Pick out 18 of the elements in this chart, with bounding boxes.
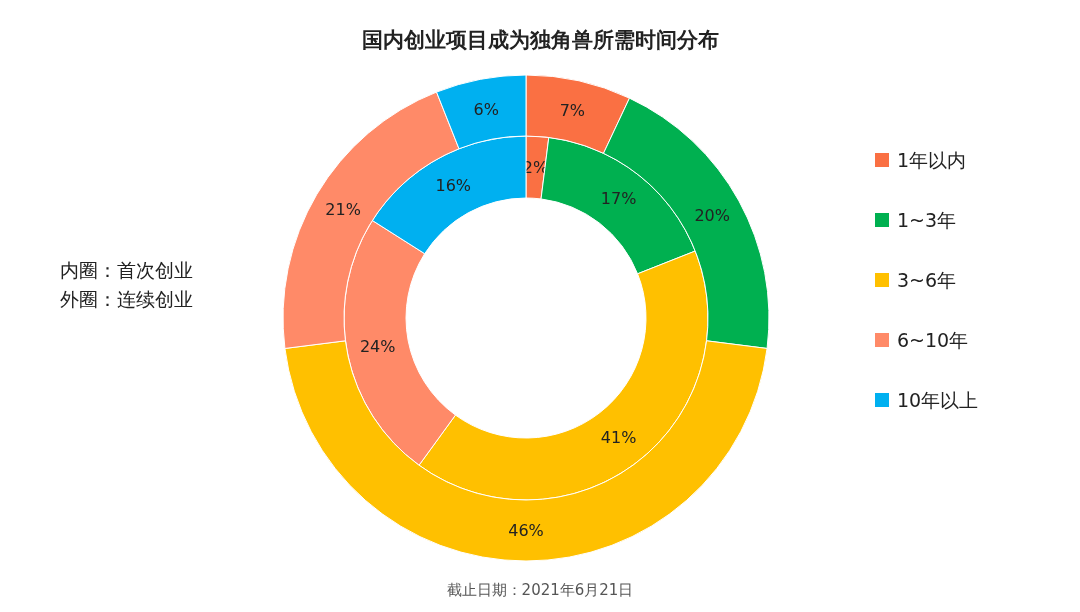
chart-title: 国内创业项目成为独角兽所需时间分布 bbox=[361, 28, 719, 52]
data-label: 7% bbox=[559, 101, 586, 121]
legend-label: 1~3年 bbox=[897, 209, 957, 231]
data-label: 41% bbox=[600, 427, 637, 447]
data-label: 16% bbox=[435, 176, 472, 196]
text: 截止日期：2021年6月21日 bbox=[446, 581, 634, 599]
legend-label: 3~6年 bbox=[897, 269, 957, 291]
data-label: 6% bbox=[473, 99, 499, 119]
text: 内圈：首次创业 bbox=[60, 259, 193, 281]
data-label: 21% bbox=[325, 200, 361, 220]
data-label: 46% bbox=[508, 521, 544, 540]
data-label: 20% bbox=[694, 206, 730, 226]
data-label: 17% bbox=[600, 189, 637, 209]
legend-label: 1年以内 bbox=[897, 149, 967, 171]
text: 外圈：连续创业 bbox=[60, 288, 193, 310]
legend-label: 10年以上 bbox=[897, 389, 979, 411]
data-label: 24% bbox=[359, 336, 396, 356]
legend-label: 6~10年 bbox=[897, 329, 969, 351]
